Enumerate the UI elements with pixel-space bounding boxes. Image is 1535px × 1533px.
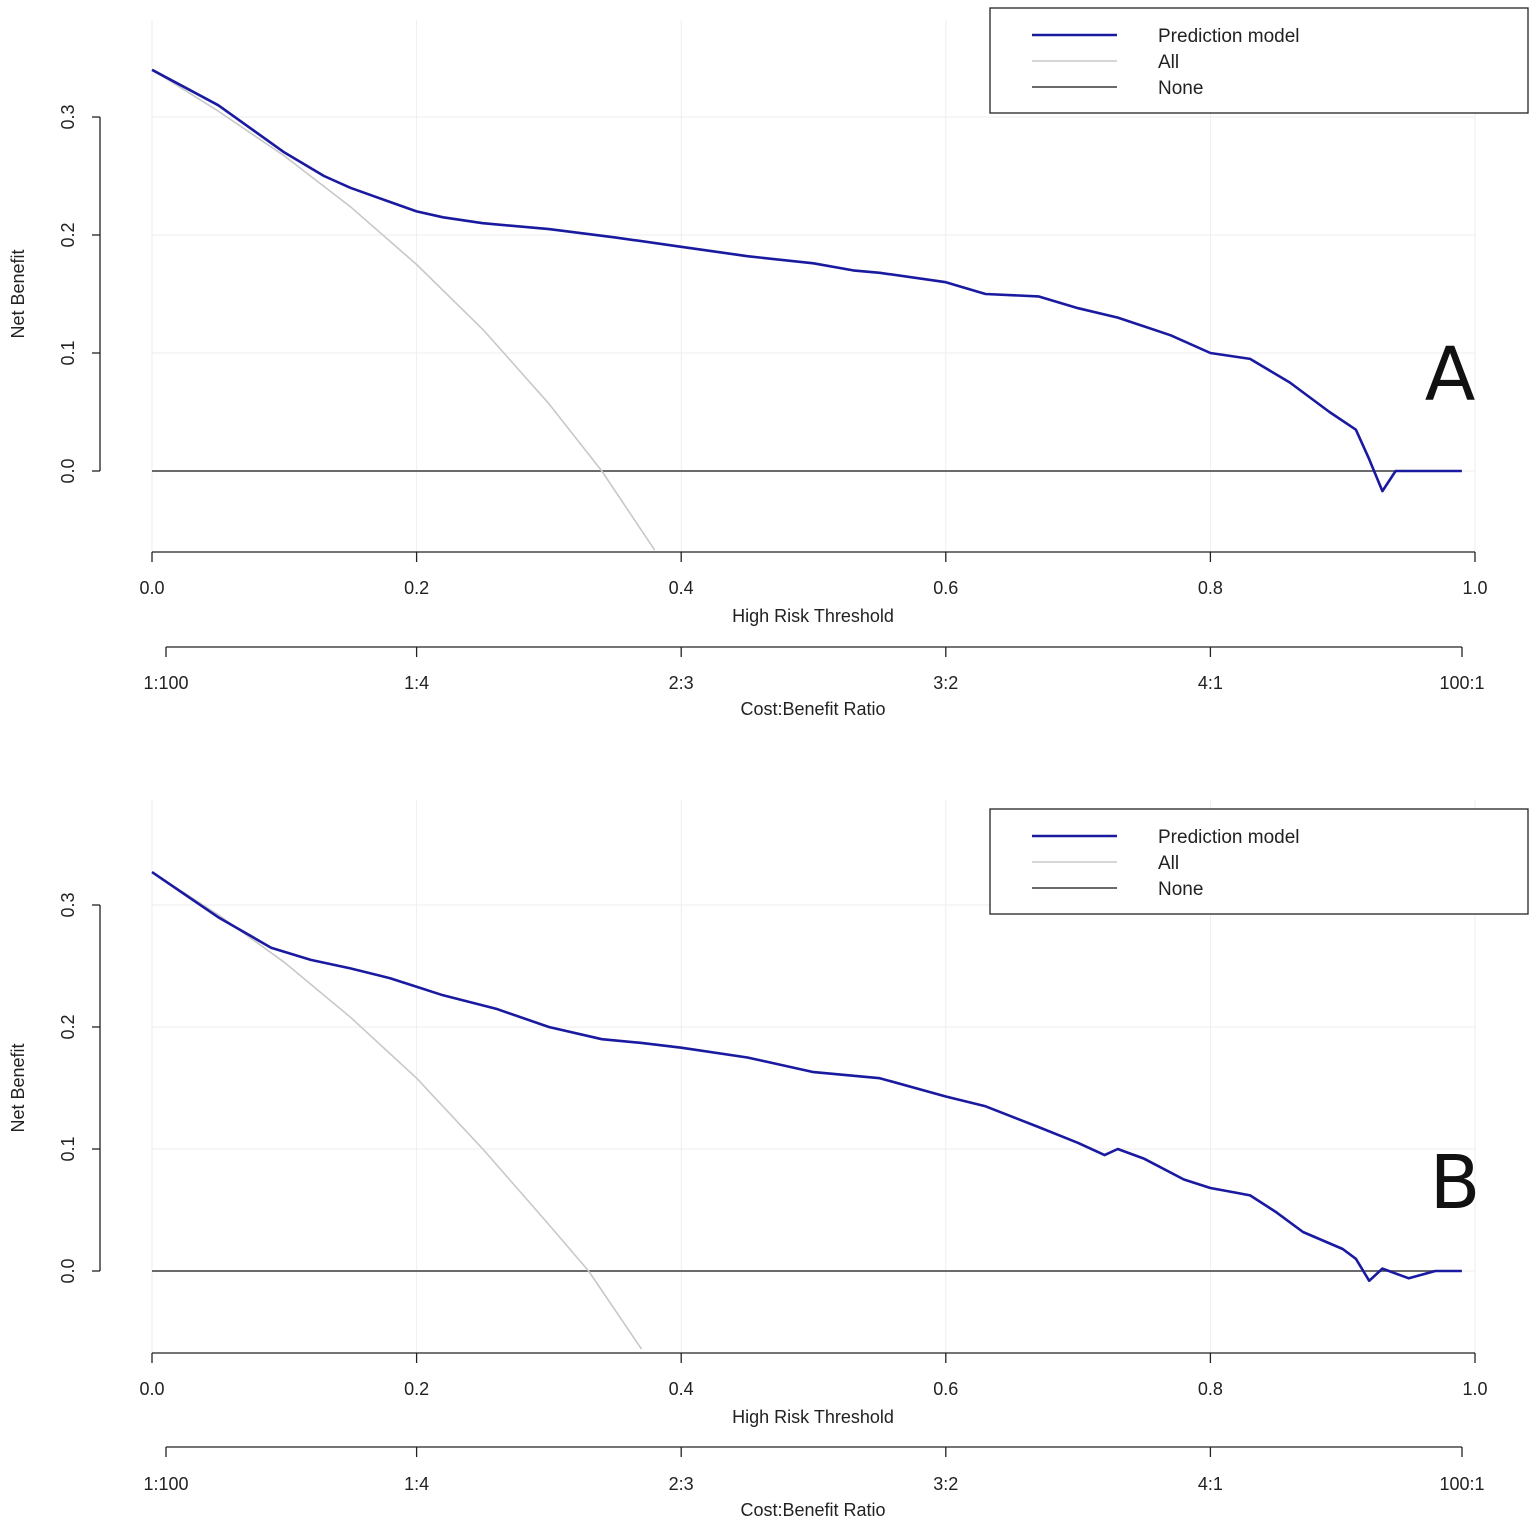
secondary-axis-tick-label: 1:100: [143, 1474, 188, 1494]
panel-label: A: [1425, 332, 1476, 418]
legend: Prediction model All None: [989, 7, 1529, 114]
x-tick-label: 0.6: [933, 1379, 958, 1399]
x-tick-label: 0.0: [139, 578, 164, 598]
y-tick-label: 0.3: [58, 892, 78, 917]
secondary-axis-title: Cost:Benefit Ratio: [740, 699, 885, 719]
legend: Prediction model All None: [989, 808, 1529, 915]
x-tick-label: 0.0: [139, 1379, 164, 1399]
y-tick-label: 0.1: [58, 1136, 78, 1161]
series-line-all: [151, 69, 656, 551]
legend-label: Prediction model: [1158, 827, 1300, 848]
secondary-axis-title: Cost:Benefit Ratio: [740, 1500, 885, 1520]
y-tick-label: 0.0: [58, 458, 78, 483]
panel-label: B: [1430, 1140, 1481, 1226]
x-tick-label: 0.4: [669, 1379, 694, 1399]
y-axis-title: Net Benefit: [8, 1043, 28, 1132]
x-axis-title: High Risk Threshold: [732, 606, 894, 626]
x-tick-label: 1.0: [1462, 578, 1487, 598]
secondary-axis-tick-label: 1:4: [404, 673, 429, 693]
x-tick-label: 0.2: [404, 578, 429, 598]
secondary-axis-tick-label: 100:1: [1439, 673, 1484, 693]
x-axis-title: High Risk Threshold: [732, 1407, 894, 1427]
legend-label: Prediction model: [1158, 26, 1300, 47]
x-tick-label: 0.4: [669, 578, 694, 598]
x-tick-label: 0.8: [1198, 578, 1223, 598]
x-tick-label: 1.0: [1462, 1379, 1487, 1399]
secondary-axis-tick-label: 3:2: [933, 1474, 958, 1494]
secondary-axis-tick-label: 2:3: [669, 1474, 694, 1494]
series-line-prediction-model: [151, 871, 1462, 1283]
secondary-axis-tick-label: 4:1: [1198, 1474, 1223, 1494]
x-tick-label: 0.2: [404, 1379, 429, 1399]
secondary-axis-tick-label: 1:4: [404, 1474, 429, 1494]
legend-label: None: [1158, 78, 1203, 99]
series-line-prediction-model: [151, 68, 1462, 493]
secondary-axis-tick-label: 4:1: [1198, 673, 1223, 693]
secondary-axis-tick-label: 1:100: [143, 673, 188, 693]
secondary-axis-tick-label: 2:3: [669, 673, 694, 693]
chart-panel-b: 0.0 0.1 0.2 0.3 Net Benefit 0.0 0.2 0.4 0.6 0.8 1.…: [8, 800, 1529, 1520]
y-tick-label: 0.3: [58, 104, 78, 129]
x-tick-label: 0.6: [933, 578, 958, 598]
legend-label: All: [1158, 52, 1179, 73]
chart-panel-a: 0.0 0.1 0.2 0.3 Net Benefit 0.0 0.2 0.4 0.6 0.8 1.…: [8, 7, 1529, 719]
secondary-axis-tick-label: 100:1: [1439, 1474, 1484, 1494]
legend-label: None: [1158, 879, 1203, 900]
y-tick-label: 0.2: [58, 1014, 78, 1039]
y-tick-label: 0.2: [58, 222, 78, 247]
series-line-all: [151, 871, 643, 1350]
y-tick-label: 0.1: [58, 340, 78, 365]
y-axis-title: Net Benefit: [8, 249, 28, 338]
x-tick-label: 0.8: [1198, 1379, 1223, 1399]
y-tick-label: 0.0: [58, 1258, 78, 1283]
secondary-axis-tick-label: 3:2: [933, 673, 958, 693]
legend-label: All: [1158, 853, 1179, 874]
